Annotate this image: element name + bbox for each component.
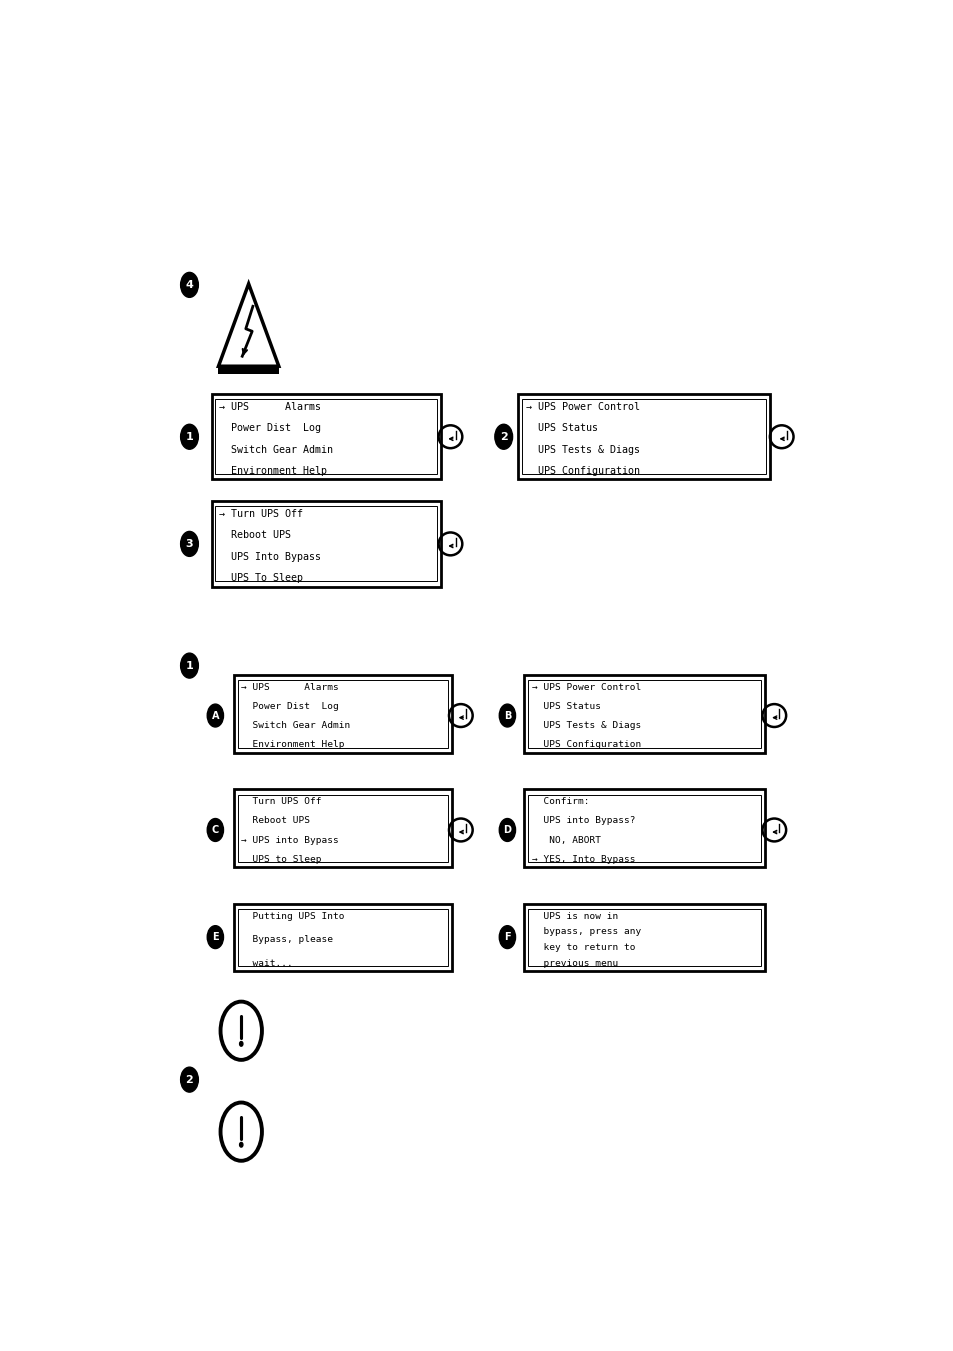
Text: Power Dist  Log: Power Dist Log bbox=[241, 703, 338, 711]
Text: UPS Configuration: UPS Configuration bbox=[531, 740, 640, 750]
Text: 1: 1 bbox=[186, 432, 193, 442]
Text: NO, ABORT: NO, ABORT bbox=[531, 835, 600, 844]
Text: UPS Configuration: UPS Configuration bbox=[525, 466, 639, 476]
Text: Switch Gear Admin: Switch Gear Admin bbox=[241, 721, 350, 730]
Text: Confirm:: Confirm: bbox=[531, 797, 589, 807]
Circle shape bbox=[239, 1143, 243, 1147]
Circle shape bbox=[180, 273, 198, 297]
Circle shape bbox=[498, 704, 515, 727]
Text: UPS Tests & Diags: UPS Tests & Diags bbox=[525, 444, 639, 454]
Circle shape bbox=[239, 1042, 243, 1046]
Text: key to return to: key to return to bbox=[531, 943, 635, 952]
Circle shape bbox=[180, 1067, 198, 1092]
Circle shape bbox=[180, 531, 198, 557]
Text: → UPS Power Control: → UPS Power Control bbox=[531, 684, 640, 692]
Text: 2: 2 bbox=[186, 1074, 193, 1085]
Text: Environment Help: Environment Help bbox=[241, 740, 344, 750]
Text: Bypass, please: Bypass, please bbox=[241, 935, 333, 944]
Bar bbox=[521, 400, 765, 474]
Circle shape bbox=[495, 424, 512, 450]
Text: B: B bbox=[503, 711, 511, 720]
Text: 4: 4 bbox=[185, 280, 193, 290]
Bar bbox=[233, 676, 452, 753]
Text: E: E bbox=[212, 932, 218, 942]
Circle shape bbox=[498, 925, 515, 948]
Text: UPS into Bypass?: UPS into Bypass? bbox=[531, 816, 635, 825]
Text: wait...: wait... bbox=[241, 959, 293, 967]
Bar bbox=[212, 501, 440, 586]
Text: UPS Into Bypass: UPS Into Bypass bbox=[219, 551, 321, 562]
Text: Turn UPS Off: Turn UPS Off bbox=[241, 797, 321, 807]
Circle shape bbox=[180, 424, 198, 450]
Circle shape bbox=[207, 819, 223, 842]
Bar bbox=[524, 789, 764, 867]
Text: UPS Tests & Diags: UPS Tests & Diags bbox=[531, 721, 640, 730]
Circle shape bbox=[498, 819, 515, 842]
Bar bbox=[524, 904, 764, 971]
Text: Switch Gear Admin: Switch Gear Admin bbox=[219, 444, 333, 454]
Bar bbox=[237, 909, 448, 966]
Text: C: C bbox=[212, 825, 219, 835]
Bar bbox=[528, 794, 760, 862]
Text: UPS to Sleep: UPS to Sleep bbox=[241, 855, 321, 863]
Text: → UPS      Alarms: → UPS Alarms bbox=[241, 684, 338, 692]
Bar bbox=[215, 400, 436, 474]
Bar bbox=[524, 676, 764, 753]
Circle shape bbox=[207, 925, 223, 948]
Polygon shape bbox=[218, 284, 278, 366]
Text: → UPS Power Control: → UPS Power Control bbox=[525, 401, 639, 412]
Bar bbox=[237, 794, 448, 862]
Circle shape bbox=[180, 653, 198, 678]
Text: → UPS      Alarms: → UPS Alarms bbox=[219, 401, 321, 412]
Text: Reboot UPS: Reboot UPS bbox=[219, 530, 291, 540]
Bar bbox=[233, 904, 452, 971]
Bar bbox=[528, 680, 760, 748]
Text: UPS To Sleep: UPS To Sleep bbox=[219, 573, 303, 584]
Text: UPS is now in: UPS is now in bbox=[531, 912, 618, 921]
Text: Power Dist  Log: Power Dist Log bbox=[219, 423, 321, 434]
Text: Environment Help: Environment Help bbox=[219, 466, 327, 476]
Bar bbox=[215, 507, 436, 581]
Bar bbox=[528, 909, 760, 966]
Bar bbox=[218, 366, 278, 374]
Text: 1: 1 bbox=[186, 661, 193, 670]
Text: → YES, Into Bypass: → YES, Into Bypass bbox=[531, 855, 635, 863]
Text: UPS Status: UPS Status bbox=[531, 703, 600, 711]
Text: previous menu: previous menu bbox=[531, 959, 618, 967]
Text: Reboot UPS: Reboot UPS bbox=[241, 816, 310, 825]
Text: F: F bbox=[503, 932, 510, 942]
Text: → Turn UPS Off: → Turn UPS Off bbox=[219, 509, 303, 519]
Text: UPS Status: UPS Status bbox=[525, 423, 598, 434]
Circle shape bbox=[207, 704, 223, 727]
Text: D: D bbox=[503, 825, 511, 835]
Text: bypass, press any: bypass, press any bbox=[531, 927, 640, 936]
Text: Putting UPS Into: Putting UPS Into bbox=[241, 912, 344, 921]
Bar bbox=[233, 789, 452, 867]
Bar bbox=[518, 394, 769, 480]
Text: 2: 2 bbox=[499, 432, 507, 442]
Text: 3: 3 bbox=[186, 539, 193, 549]
Bar bbox=[212, 394, 440, 480]
Bar bbox=[237, 680, 448, 748]
Text: → UPS into Bypass: → UPS into Bypass bbox=[241, 835, 338, 844]
Text: A: A bbox=[212, 711, 219, 720]
